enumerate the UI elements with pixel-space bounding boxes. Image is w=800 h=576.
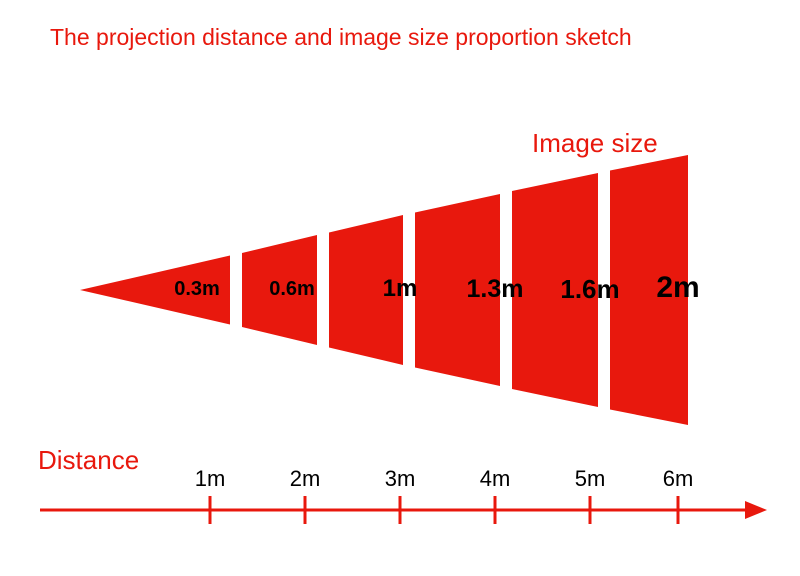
axis-tick-label-5: 5m [575,466,606,492]
axis-tick-label-2: 2m [290,466,321,492]
image-size-value-1: 0.3m [174,278,220,301]
axis-tick-label-6: 6m [663,466,694,492]
axis-tick-label-4: 4m [480,466,511,492]
axis-tick-label-3: 3m [385,466,416,492]
image-size-value-2: 0.6m [269,278,315,301]
image-size-value-3: 1m [383,275,418,303]
diagram-stage: The projection distance and image size p… [0,0,800,576]
image-size-value-6: 2m [656,271,699,305]
image-size-value-4: 1.3m [467,275,524,304]
image-size-value-5: 1.6m [560,274,619,305]
axis-tick-label-1: 1m [195,466,226,492]
distance-axis-arrow [745,501,767,519]
